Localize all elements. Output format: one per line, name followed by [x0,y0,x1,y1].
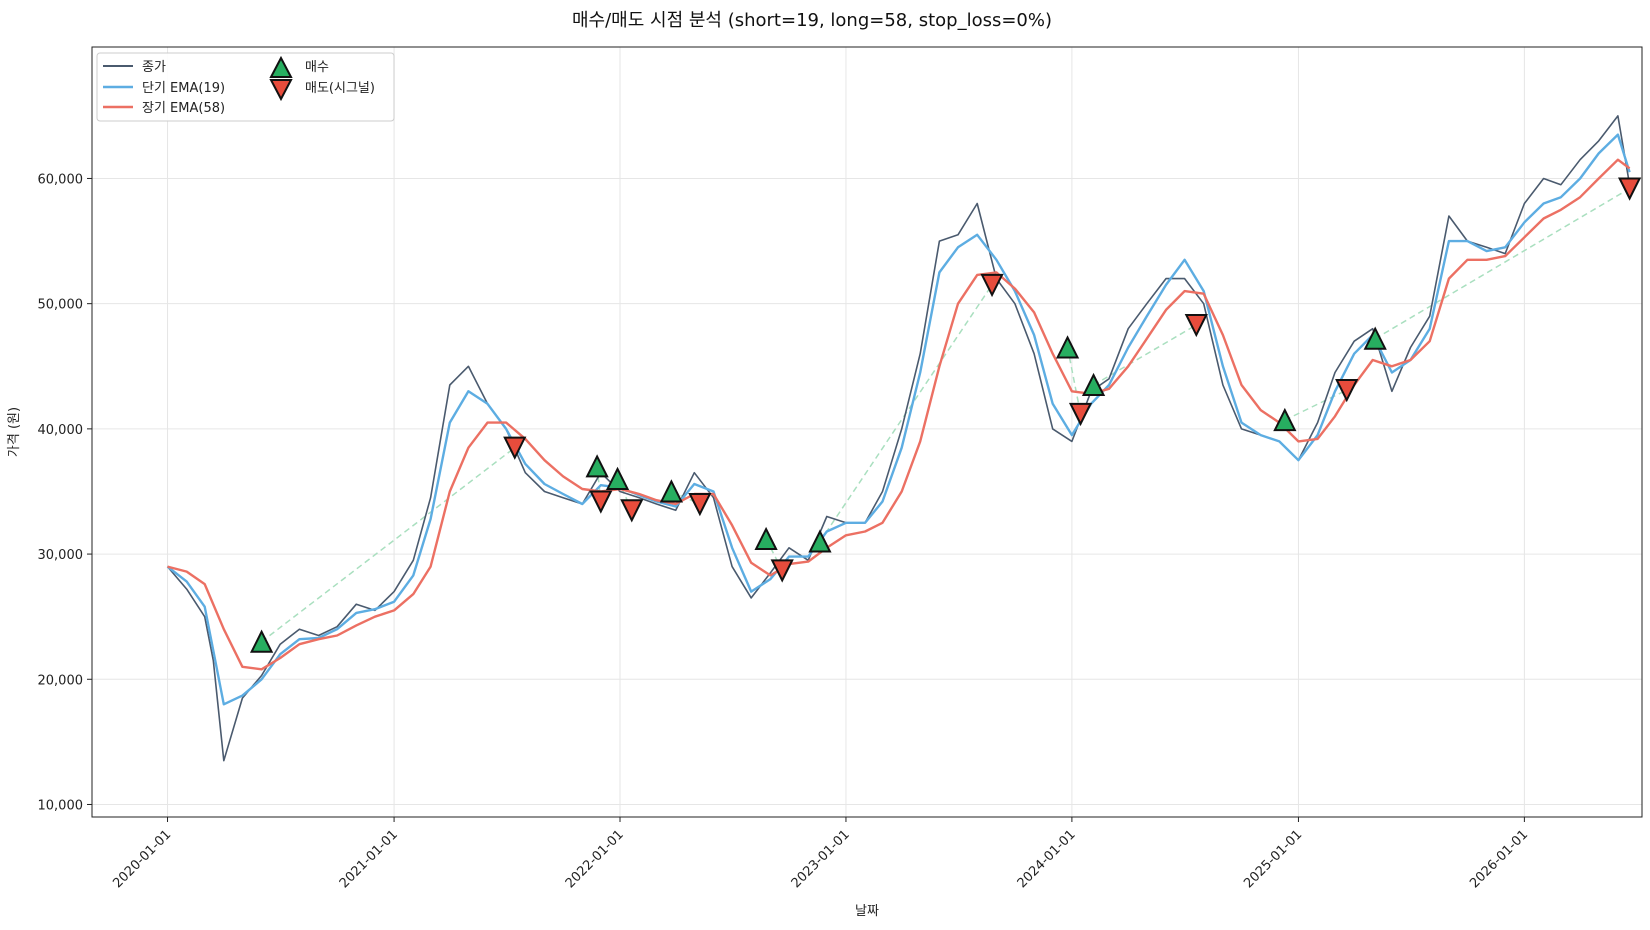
chart-title: 매수/매도 시점 분석 (short=19, long=58, stop_los… [572,10,1052,31]
sell-marker [770,559,794,583]
buy-marker [1363,326,1387,350]
legend-label-ema-short: 단기 EMA(19) [142,81,225,96]
buy-marker [1055,335,1080,359]
trade-connector-line [261,447,516,643]
buy-marker [249,629,274,653]
trade-markers [249,177,1642,653]
close-price-line [166,115,1631,762]
sell-marker [620,499,644,523]
trade-connectors [261,187,1631,643]
axis-ticks: 10,000 20,000 30,000 40,000 50,000 60,000 2020… [38,172,1532,891]
sell-marker [1068,402,1093,427]
x-axis-label: 날짜 [855,904,879,919]
x-tick-label: 2021-01-01 [337,827,401,891]
x-tick-label: 2022-01-01 [563,827,627,891]
legend-label-close: 종가 [142,60,166,75]
y-tick-label: 40,000 [38,423,84,438]
legend-sell-marker-icon [269,79,293,102]
ema-long-line [167,158,1631,671]
sell-marker [980,273,1004,298]
trade-connector-line [1284,389,1348,421]
buy-marker [605,466,630,490]
trade-connector-line [1066,347,1082,414]
x-tick-label: 2020-01-01 [110,827,174,891]
legend-buy-marker-icon [269,55,293,78]
x-tick-label: 2025-01-01 [1241,827,1305,891]
buy-marker [585,454,609,478]
y-axis-label: 가격 (원) [7,407,22,457]
series-lines [166,115,1631,762]
trade-connector-line [1374,187,1631,340]
sell-marker [688,492,712,517]
buy-marker [659,479,684,503]
sell-marker [589,490,613,514]
y-tick-label: 60,000 [38,172,84,187]
sell-marker [1184,313,1208,338]
buy-marker [1273,407,1297,432]
sell-marker [503,436,527,460]
x-tick-label: 2024-01-01 [1015,827,1079,891]
buy-marker [754,526,778,551]
legend-label-buy: 매수 [305,60,329,75]
legend-label-sell: 매도(시그널) [305,81,375,96]
sell-marker [1335,379,1359,403]
legend-box [96,52,395,122]
y-tick-label: 10,000 [38,798,84,813]
y-tick-label: 50,000 [38,298,84,313]
y-tick-label: 20,000 [38,673,84,688]
trade-connector-line [1093,324,1197,386]
y-tick-label: 30,000 [38,548,84,563]
x-tick-label: 2023-01-01 [789,827,853,891]
buy-marker [1081,372,1106,397]
sell-marker [1618,177,1642,201]
legend: 종가 단기 EMA(19) 장기 EMA(58) 매수 매도(시그널) [96,52,395,122]
plot-frame [91,46,1643,818]
legend-label-ema-long: 장기 EMA(58) [142,101,225,116]
grid [92,47,1642,817]
buy-marker [808,529,832,553]
x-tick-label: 2026-01-01 [1467,827,1531,891]
ema-short-line [166,133,1631,706]
